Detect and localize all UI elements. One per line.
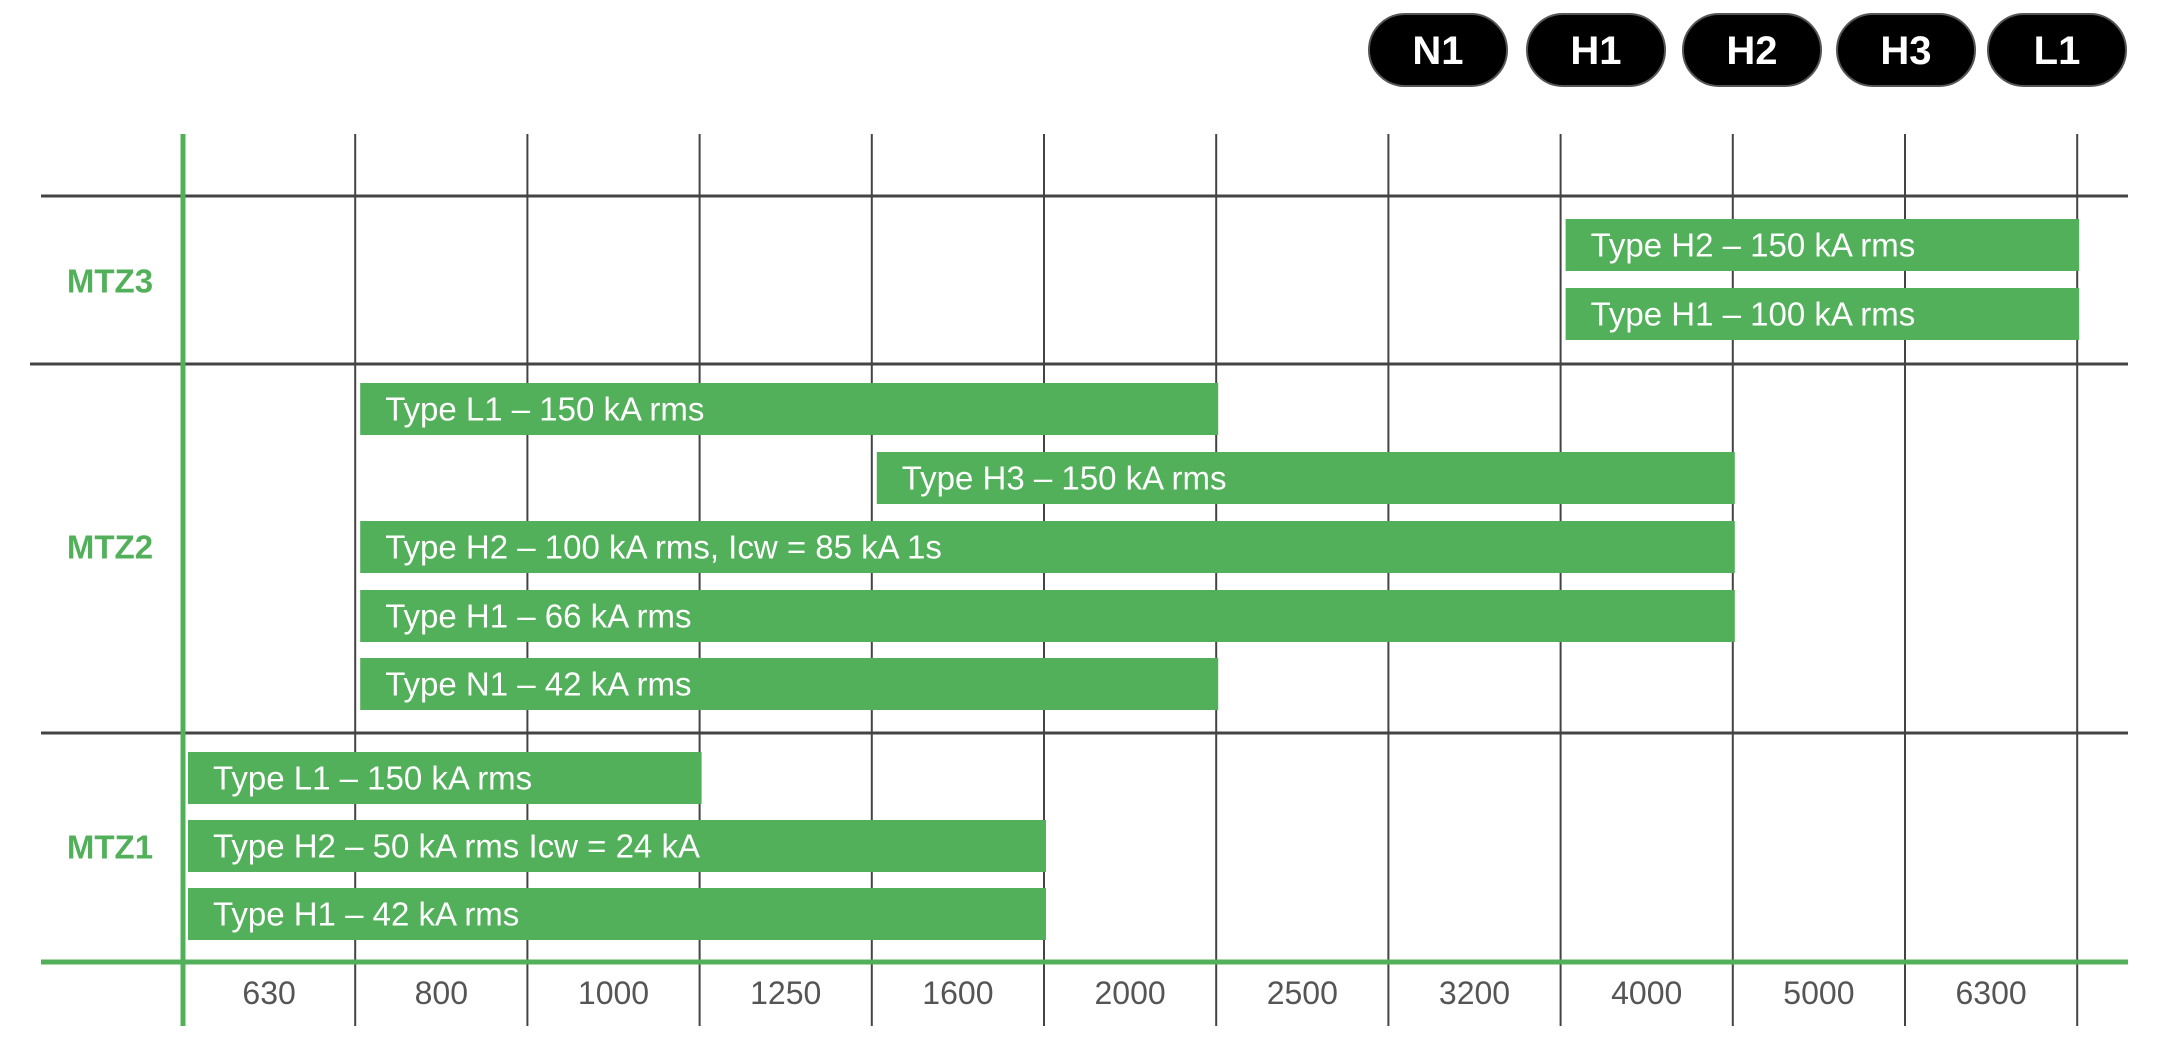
bar-label: Type H2 – 150 kA rms	[1591, 227, 1916, 264]
legend-pill	[1987, 13, 2127, 87]
legend-pill	[1526, 13, 1666, 87]
legend-pill	[1682, 13, 1822, 87]
bar-label: Type H1 – 100 kA rms	[1591, 296, 1916, 333]
range-bar	[360, 383, 1219, 435]
rating-label: 1250	[750, 975, 821, 1011]
bar-label: Type H2 – 100 kA rms, Icw = 85 kA 1s	[385, 529, 942, 566]
rating-label: 6300	[1956, 975, 2027, 1011]
group-label: MTZ3	[67, 263, 153, 300]
range-bar	[360, 590, 1735, 642]
legend-label: H2	[1726, 29, 1777, 73]
rating-label: 1600	[922, 975, 993, 1011]
rating-label: 4000	[1611, 975, 1682, 1011]
legend-label: H3	[1880, 29, 1931, 73]
range-bar	[360, 521, 1735, 573]
legend-pill	[1836, 13, 1976, 87]
legend-label: H1	[1570, 29, 1621, 73]
bar-label: Type H2 – 50 kA rms Icw = 24 kA	[213, 828, 700, 865]
bar-label: Type H1 – 66 kA rms	[385, 598, 691, 635]
range-bar	[876, 452, 1735, 504]
rating-label: 3200	[1439, 975, 1510, 1011]
bar-label: Type L1 – 150 kA rms	[213, 760, 532, 797]
range-bar	[188, 888, 1046, 940]
legend-pill	[1368, 13, 1508, 87]
group-label: MTZ2	[67, 529, 153, 566]
legend-label: N1	[1412, 29, 1463, 73]
bar-label: Type H3 – 150 kA rms	[902, 460, 1227, 497]
rating-label: 1000	[578, 975, 649, 1011]
rating-label: 2000	[1095, 975, 1166, 1011]
rating-label: 5000	[1783, 975, 1854, 1011]
range-bar	[188, 752, 702, 804]
range-bar	[1565, 288, 2080, 340]
range-bar	[1565, 219, 2080, 271]
range-bar	[360, 658, 1219, 710]
rating-label: 630	[242, 975, 295, 1011]
range-bar	[188, 820, 1046, 872]
group-label: MTZ1	[67, 829, 153, 866]
bar-label: Type N1 – 42 kA rms	[385, 666, 691, 703]
bar-label: Type H1 – 42 kA rms	[213, 896, 519, 933]
legend-label: L1	[2034, 29, 2081, 73]
bar-label: Type L1 – 150 kA rms	[385, 391, 704, 428]
rating-label: 800	[415, 975, 468, 1011]
rating-label: 2500	[1267, 975, 1338, 1011]
